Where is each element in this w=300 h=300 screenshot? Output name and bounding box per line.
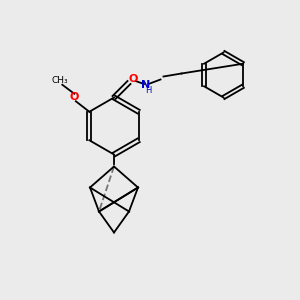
Text: O: O bbox=[129, 74, 138, 85]
Text: N: N bbox=[141, 80, 150, 91]
Text: O: O bbox=[70, 92, 79, 102]
Text: CH₃: CH₃ bbox=[51, 76, 68, 85]
Text: H: H bbox=[145, 86, 151, 95]
